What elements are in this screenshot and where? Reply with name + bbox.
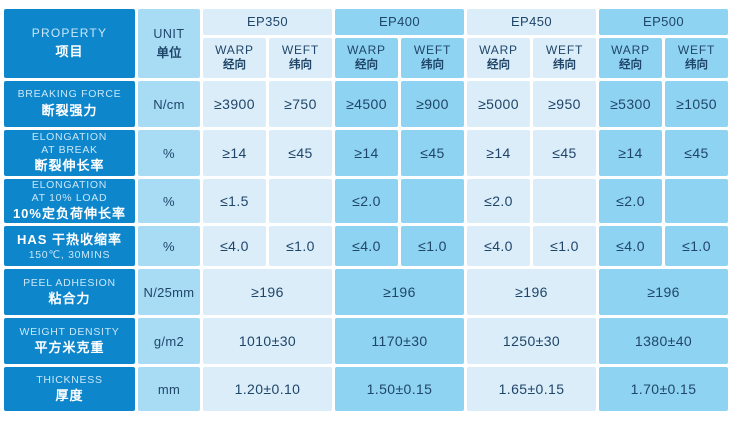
warp-header-ep350: WARP 经向 — [202, 38, 266, 78]
value-cell: ≥900 — [400, 81, 464, 127]
value-cell: ≤4.0 — [334, 226, 398, 267]
property-cell: WEIGHT DENSITY 平方米克重 — [3, 318, 135, 365]
row-has-heat-shrinkage: HAS 干热收缩率 150℃, 30MINS % ≤4.0 ≤1.0 ≤4.0 … — [3, 226, 729, 267]
group-header-ep500: EP500 — [599, 9, 729, 35]
value-cell: ≤1.0 — [665, 226, 729, 267]
group-header-ep350: EP350 — [202, 9, 332, 35]
value-cell: ≥950 — [533, 81, 597, 127]
weft-header-ep450: WEFT 纬向 — [533, 38, 597, 78]
value-cell: 1.20±0.10 — [202, 367, 332, 412]
property-header-cell: PROPERTY 项目 — [3, 9, 135, 78]
group-header-ep450: EP450 — [467, 9, 597, 35]
row-weight-density: WEIGHT DENSITY 平方米克重 g/m2 1010±30 1170±3… — [3, 318, 729, 365]
weft-header-ep350: WEFT 纬向 — [268, 38, 332, 78]
value-cell: ≥196 — [599, 269, 729, 316]
value-cell: ≥1050 — [665, 81, 729, 127]
row-peel-adhesion: PEEL ADHESION 粘合力 N/25mm ≥196 ≥196 ≥196 … — [3, 269, 729, 316]
row-breaking-force: BREAKING FORCE 断裂强力 N/cm ≥3900 ≥750 ≥450… — [3, 81, 729, 127]
value-cell: ≤45 — [533, 130, 597, 176]
value-cell: 1010±30 — [202, 318, 332, 365]
header-group-row: PROPERTY 项目 UNIT 单位 EP350 EP400 EP450 EP… — [3, 9, 729, 78]
value-cell: ≥14 — [599, 130, 663, 176]
unit-header-en: UNIT — [153, 27, 185, 42]
unit-cell: N/cm — [137, 81, 200, 127]
value-cell: ≤2.0 — [467, 179, 530, 224]
value-cell: 1.65±0.15 — [467, 367, 597, 412]
warp-header-ep500: WARP 经向 — [599, 38, 663, 78]
property-cell: ELONGATION AT 10% LOAD 10%定负荷伸长率 — [3, 179, 135, 224]
unit-cell: g/m2 — [137, 318, 200, 365]
value-cell: ≤1.5 — [202, 179, 266, 224]
spec-table: PROPERTY 项目 UNIT 单位 EP350 EP400 EP450 EP… — [1, 6, 731, 414]
property-cell: THICKNESS 厚度 — [3, 367, 135, 412]
header-subrow: WARP 经向 WEFT 纬向 WARP 经向 WEFT 纬向 WARP 经向 … — [4, 38, 729, 78]
weft-header-ep400: WEFT 纬向 — [400, 38, 464, 78]
value-cell: ≤2.0 — [599, 179, 663, 224]
value-cell: ≥196 — [334, 269, 464, 316]
value-cell: ≥4500 — [334, 81, 398, 127]
property-header-en: PROPERTY — [31, 26, 108, 41]
value-cell: ≤2.0 — [334, 179, 398, 224]
value-cell: ≥196 — [467, 269, 597, 316]
value-cell: ≤45 — [268, 130, 332, 176]
value-cell: ≤45 — [400, 130, 464, 176]
property-header-zh: 项目 — [55, 43, 84, 59]
row-thickness: THICKNESS 厚度 mm 1.20±0.10 1.50±0.15 1.65… — [3, 367, 729, 412]
unit-cell: N/25mm — [137, 269, 200, 316]
value-cell — [665, 179, 729, 224]
value-cell: ≤4.0 — [599, 226, 663, 267]
value-cell — [268, 179, 332, 224]
value-cell: 1380±40 — [599, 318, 729, 365]
value-cell: 1.70±0.15 — [599, 367, 729, 412]
weft-header-ep500: WEFT 纬向 — [665, 38, 729, 78]
unit-cell: % — [137, 226, 200, 267]
unit-header-zh: 单位 — [156, 45, 182, 60]
property-cell: ELONGATION AT BREAK 断裂伸长率 — [3, 130, 135, 176]
unit-cell: mm — [137, 367, 200, 412]
warp-header-ep450: WARP 经向 — [467, 38, 530, 78]
row-elongation-10-load: ELONGATION AT 10% LOAD 10%定负荷伸长率 % ≤1.5 … — [3, 179, 729, 224]
value-cell: ≥750 — [268, 81, 332, 127]
warp-header-ep400: WARP 经向 — [334, 38, 398, 78]
value-cell: ≤1.0 — [268, 226, 332, 267]
group-header-ep400: EP400 — [334, 9, 464, 35]
value-cell: ≥3900 — [202, 81, 266, 127]
value-cell: 1250±30 — [467, 318, 597, 365]
value-cell: ≥196 — [202, 269, 332, 316]
property-cell: HAS 干热收缩率 150℃, 30MINS — [3, 226, 135, 267]
value-cell: ≤1.0 — [400, 226, 464, 267]
value-cell: ≥14 — [467, 130, 530, 176]
value-cell: ≤1.0 — [533, 226, 597, 267]
value-cell: 1.50±0.15 — [334, 367, 464, 412]
value-cell: ≥5300 — [599, 81, 663, 127]
unit-cell: % — [137, 179, 200, 224]
value-cell: ≤4.0 — [467, 226, 530, 267]
value-cell: ≥14 — [202, 130, 266, 176]
unit-header-cell: UNIT 单位 — [137, 9, 200, 78]
row-elongation-at-break: ELONGATION AT BREAK 断裂伸长率 % ≥14 ≤45 ≥14 … — [3, 130, 729, 176]
property-cell: PEEL ADHESION 粘合力 — [3, 269, 135, 316]
value-cell: 1170±30 — [334, 318, 464, 365]
value-cell: ≤4.0 — [202, 226, 266, 267]
unit-cell: % — [137, 130, 200, 176]
value-cell: ≥5000 — [467, 81, 530, 127]
value-cell — [533, 179, 597, 224]
property-cell: BREAKING FORCE 断裂强力 — [3, 81, 135, 127]
value-cell: ≤45 — [665, 130, 729, 176]
value-cell — [400, 179, 464, 224]
value-cell: ≥14 — [334, 130, 398, 176]
